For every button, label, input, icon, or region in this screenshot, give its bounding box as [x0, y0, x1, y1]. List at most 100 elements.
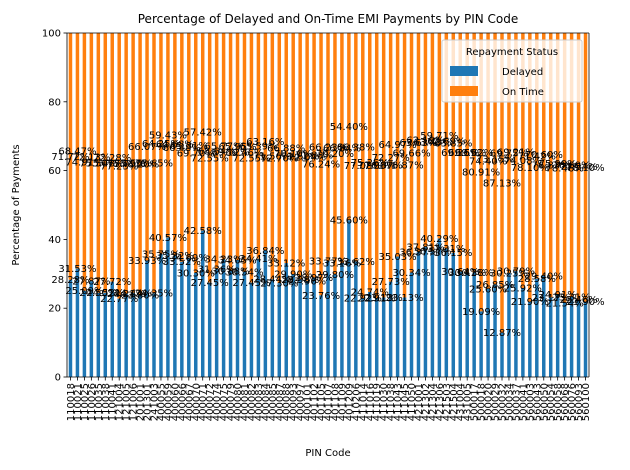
bar-on-time: [388, 33, 393, 282]
bar-on-time: [124, 33, 128, 294]
data-label-delayed: 35.75%: [142, 250, 180, 261]
data-label-delayed: 25.60%: [469, 284, 507, 295]
x-tick-label: 500017: [470, 383, 481, 421]
bar-delayed: [479, 311, 483, 377]
data-label-delayed: 30.38%: [455, 268, 493, 279]
data-label-delayed: 28.58%: [518, 274, 556, 285]
y-axis-label: Percentage of Payments: [11, 144, 22, 265]
x-tick-label: 401102: [310, 383, 321, 421]
x-tick-label: 411019: [372, 383, 383, 421]
bar-delayed: [374, 298, 379, 377]
bar-delayed: [228, 270, 233, 377]
data-label-on-time: 68.64%: [198, 147, 236, 158]
bar-on-time: [96, 33, 101, 293]
bar-delayed: [542, 275, 546, 377]
bar-delayed: [486, 288, 490, 377]
bar-delayed: [430, 251, 435, 377]
data-label-delayed: 24.44%: [114, 288, 152, 299]
x-tick-label: 411030: [379, 383, 390, 421]
bar-delayed: [555, 294, 560, 377]
x-tick-label: 400082: [247, 383, 258, 421]
data-label-delayed: 27.96%: [288, 276, 326, 287]
data-label-delayed: 29.80%: [316, 270, 354, 281]
bar-delayed: [68, 279, 73, 377]
bar-delayed: [465, 272, 469, 377]
bar-on-time: [451, 33, 456, 253]
x-tick-label: 560076: [567, 383, 578, 421]
x-tick-label: 400074: [212, 383, 223, 421]
x-tick-label: 401107: [324, 383, 335, 421]
x-tick-label: 411016: [365, 383, 376, 421]
x-tick-label: 110026: [87, 383, 98, 421]
x-tick-label: 560068: [560, 383, 571, 421]
bar-delayed: [340, 262, 344, 377]
x-tick-label: 400080: [233, 383, 244, 421]
x-tick-label: 500041: [518, 383, 529, 421]
bar-delayed: [187, 257, 191, 377]
x-tick-label: 560054: [546, 383, 557, 421]
x-tick-label: 500020: [484, 383, 495, 421]
x-tick-label: 421304: [428, 383, 439, 421]
bar-on-time: [548, 33, 553, 298]
bar-delayed: [298, 279, 302, 377]
data-label-delayed: 33.12%: [267, 259, 305, 270]
data-label-delayed: 29.40%: [525, 271, 563, 282]
bar-on-time: [194, 33, 198, 273]
data-label-on-time: 71.03%: [295, 151, 333, 162]
bar-on-time: [291, 33, 295, 275]
data-label-delayed: 35.32%: [156, 251, 194, 262]
x-tick-label: 560050: [539, 383, 550, 421]
data-label-on-time: 77.09%: [358, 161, 396, 172]
x-tick-label: 431004: [456, 383, 467, 421]
data-label-delayed: 30.79%: [497, 267, 535, 278]
data-label-delayed: 22.46%: [559, 295, 597, 306]
bar-on-time: [159, 33, 163, 255]
data-label-on-time: 68.47%: [58, 146, 96, 157]
x-tick-label: 500029: [491, 383, 502, 421]
data-label-delayed: 34.05%: [218, 255, 256, 266]
data-label-on-time: 62.69%: [427, 136, 465, 147]
data-label-delayed: 36.57%: [413, 247, 451, 258]
x-tick-label: 400097: [296, 383, 307, 421]
bar-delayed: [347, 220, 351, 377]
data-label-delayed: 36.84%: [246, 246, 284, 257]
data-label-on-time: 78.10%: [566, 163, 604, 174]
x-tick-label: 411045: [400, 383, 411, 421]
x-tick-label: 411050: [407, 383, 418, 421]
x-tick-label: 121005: [122, 383, 133, 421]
bar-delayed: [291, 274, 295, 377]
bar-on-time: [166, 33, 170, 238]
data-label-delayed: 37.81%: [406, 242, 444, 253]
bar-on-time: [569, 33, 574, 297]
bar-delayed: [138, 295, 142, 377]
bar-delayed: [416, 251, 421, 377]
data-label-on-time: 71.42%: [518, 151, 556, 162]
bar-delayed: [569, 296, 574, 377]
x-tick-label: 110035: [94, 383, 105, 421]
y-tick-label: 60: [48, 166, 61, 177]
data-label-on-time: 54.40%: [330, 122, 368, 133]
bar-delayed: [145, 260, 149, 377]
data-label-on-time: 77.23%: [100, 161, 138, 172]
data-label-on-time: 72.27%: [372, 153, 410, 164]
data-label-delayed: 27.72%: [93, 277, 131, 288]
bar-delayed: [472, 272, 476, 377]
bar-on-time: [458, 33, 462, 272]
bar-delayed: [381, 297, 386, 377]
data-label-on-time: 69.46%: [225, 148, 263, 159]
data-label-delayed: 25.92%: [504, 283, 542, 294]
x-tick-label: 421306: [435, 383, 446, 421]
data-label-delayed: 24.74%: [351, 287, 389, 298]
bar-on-time: [479, 33, 483, 312]
bar-delayed: [194, 272, 198, 377]
data-label-on-time: 72.55%: [191, 153, 229, 164]
bar-delayed: [256, 258, 261, 377]
bar-on-time: [368, 33, 372, 292]
data-label-delayed: 36.15%: [434, 248, 472, 259]
data-label-delayed: 23.17%: [532, 293, 570, 304]
x-tick-label: 400101: [303, 383, 314, 421]
data-label-on-time: 71.56%: [253, 152, 291, 163]
bar-on-time: [465, 33, 469, 273]
data-label-on-time: 66.88%: [267, 144, 305, 155]
